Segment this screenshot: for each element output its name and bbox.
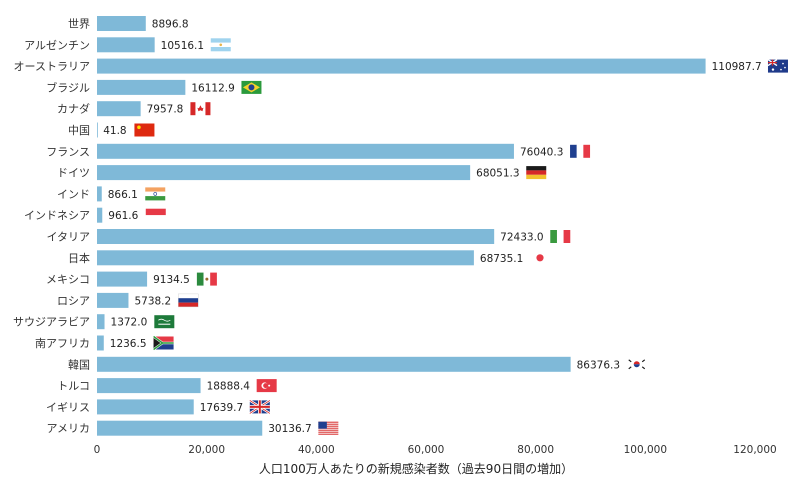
category-label: イギリス xyxy=(46,401,90,414)
x-tick-label: 40,000 xyxy=(298,444,335,456)
bars-layer xyxy=(97,16,706,436)
category-label: オーストラリア xyxy=(14,60,90,73)
bar xyxy=(97,229,495,244)
bar xyxy=(97,143,514,159)
category-label: 韓国 xyxy=(68,358,90,371)
value-label: 866.1 xyxy=(108,189,138,201)
flags-layer xyxy=(134,38,788,435)
category-label: ロシア xyxy=(57,294,90,307)
bar xyxy=(97,378,201,394)
bar xyxy=(97,207,103,223)
category-label: 日本 xyxy=(68,251,90,265)
south-korea-flag xyxy=(626,357,647,371)
x-axis-ticks: 0 20,000 40,000 60,000 80,000 100,000 120,000 xyxy=(94,444,777,456)
bar xyxy=(97,420,263,436)
category-label: フランス xyxy=(46,145,90,158)
value-label: 41.8 xyxy=(103,125,126,137)
category-label: 中国 xyxy=(68,124,90,137)
x-tick-label: 20,000 xyxy=(188,444,225,456)
mexico-flag xyxy=(196,272,217,286)
germany-flag xyxy=(526,166,547,180)
value-label: 1372.0 xyxy=(111,317,148,329)
bar xyxy=(97,250,474,266)
value-label: 110987.7 xyxy=(712,61,762,73)
bar xyxy=(97,16,146,31)
bar xyxy=(97,58,706,74)
value-label: 18888.4 xyxy=(207,381,251,393)
bar xyxy=(97,271,148,287)
category-label: アメリカ xyxy=(47,422,90,435)
value-labels: 8896.8 10516.1 110987.7 16112.9 7957.8 41.8 76… xyxy=(103,19,761,436)
category-label: 世界 xyxy=(68,18,90,31)
bar xyxy=(97,37,155,53)
bar xyxy=(97,79,186,95)
bar xyxy=(97,186,102,202)
south-africa-flag xyxy=(152,335,174,351)
bar xyxy=(97,399,194,415)
value-label: 1236.5 xyxy=(110,338,147,350)
value-label: 961.6 xyxy=(108,210,138,222)
france-flag xyxy=(570,144,591,158)
category-label: トルコ xyxy=(57,380,90,393)
value-label: 8896.8 xyxy=(152,19,189,31)
value-label: 30136.7 xyxy=(268,423,311,435)
category-label: サウジアラビア xyxy=(13,316,90,329)
category-label: アルゼンチン xyxy=(24,39,90,52)
category-label: イタリア xyxy=(46,231,90,244)
value-label: 68735.1 xyxy=(480,253,523,265)
category-labels: 世界アルゼンチンオーストラリアブラジルカナダ中国フランスドイツインドインドネシア… xyxy=(13,18,90,436)
canada-flag xyxy=(190,102,211,116)
value-label: 76040.3 xyxy=(520,146,563,158)
italy-flag xyxy=(550,230,571,243)
x-tick-label: 80,000 xyxy=(517,444,554,456)
russia-flag xyxy=(178,293,199,308)
value-label: 86376.3 xyxy=(577,359,620,371)
category-label: インド xyxy=(57,188,90,201)
bar xyxy=(97,101,141,117)
category-label: メキシコ xyxy=(46,273,90,286)
value-label: 5738.2 xyxy=(134,295,171,307)
value-label: 68051.3 xyxy=(476,168,519,180)
value-label: 9134.5 xyxy=(153,274,190,286)
category-label: インドネシア xyxy=(24,209,90,222)
bar xyxy=(97,165,471,181)
china-flag xyxy=(134,123,155,137)
bar xyxy=(97,292,129,308)
value-label: 16112.9 xyxy=(191,82,234,94)
argentina-flag xyxy=(210,38,231,52)
usa-flag xyxy=(318,421,339,435)
india-flag xyxy=(145,187,166,201)
turkey-flag xyxy=(256,379,277,393)
x-axis-title: 人口100万人あたりの新規感染者数（過去90日間の増加） xyxy=(259,461,573,476)
indonesia-flag xyxy=(145,208,166,222)
x-tick-label: 100,000 xyxy=(624,444,667,456)
australia-flag xyxy=(767,59,788,73)
category-label: カナダ xyxy=(57,102,90,116)
value-label: 10516.1 xyxy=(161,40,204,52)
bar xyxy=(97,314,105,330)
category-label: 南アフリカ xyxy=(35,337,90,350)
x-tick-label: 0 xyxy=(94,444,101,456)
value-label: 17639.7 xyxy=(200,402,243,414)
value-label: 72433.0 xyxy=(500,232,543,244)
saudi-arabia-flag xyxy=(154,315,175,329)
uk-flag xyxy=(249,399,271,415)
bar xyxy=(97,335,104,351)
x-tick-label: 120,000 xyxy=(733,444,776,456)
value-label: 7957.8 xyxy=(147,104,184,116)
x-tick-label: 60,000 xyxy=(408,444,445,456)
category-label: ドイツ xyxy=(57,167,90,180)
brazil-flag xyxy=(241,80,262,94)
category-label: ブラジル xyxy=(46,80,90,94)
japan-flag xyxy=(529,251,550,265)
bar xyxy=(97,356,571,372)
bar xyxy=(97,122,98,138)
